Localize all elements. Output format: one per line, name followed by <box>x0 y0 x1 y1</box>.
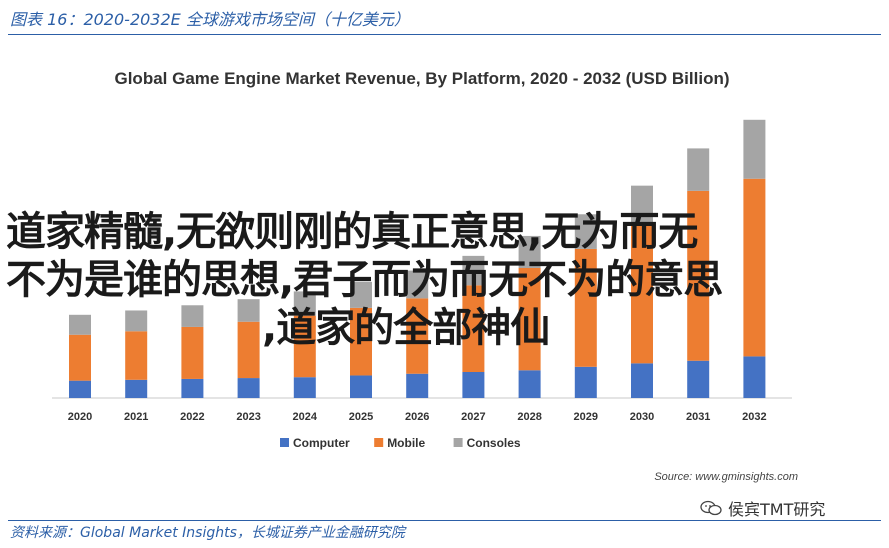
bar-consoles-2025 <box>350 281 372 308</box>
stacked-bar-chart: Global Game Engine Market Revenue, By Pl… <box>52 69 798 483</box>
bar-computer-2027 <box>462 372 485 398</box>
x-tick-label: 2021 <box>124 411 148 423</box>
x-tick-labels: 2020 2021 2022 2023 2024 2025 2026 2027 2028 2029… <box>68 411 767 423</box>
legend-label-consoles: Consoles <box>467 436 521 450</box>
bar-mobile-2025 <box>350 307 372 376</box>
bar-mobile-2028 <box>518 268 541 371</box>
source-caption: 资料来源：Global Market Insights，长城证券产业金融研究院 <box>10 525 405 541</box>
bar-mobile-2026 <box>406 298 429 374</box>
x-tick-label: 2029 <box>574 411 598 423</box>
x-tick-label: 2024 <box>293 411 318 423</box>
overlay-line-2: 不为是谁的思想,君子而为而无不为的意思 <box>6 257 723 303</box>
bar-computer-2032 <box>743 356 766 398</box>
bar-mobile-2020 <box>69 334 91 381</box>
x-tick-label: 2031 <box>686 411 710 423</box>
bar-consoles-2029 <box>574 214 597 249</box>
bar-mobile-2022 <box>181 326 204 379</box>
x-tick-label: 2023 <box>236 411 260 423</box>
bar-computer-2031 <box>687 360 710 398</box>
overlay-headline: 道家精髓,无欲则刚的真正意思,无为而无 不为是谁的思想,君子而为而无不为的意思 … <box>0 208 889 352</box>
bar-computer-2026 <box>406 373 429 398</box>
bottom-divider <box>8 520 881 521</box>
bar-computer-2028 <box>518 370 541 398</box>
x-tick-label: 2030 <box>630 411 654 423</box>
bar-consoles-2022 <box>181 305 204 327</box>
bar-computer-2022 <box>181 378 204 398</box>
bar-mobile-2032 <box>743 178 766 357</box>
bar-computer-2029 <box>574 366 597 398</box>
bar-mobile-2030 <box>631 222 653 364</box>
overlay-line-1: 道家精髓,无欲则刚的真正意思,无为而无 <box>6 209 698 255</box>
bar-mobile-2021 <box>125 331 148 380</box>
bar-computer-2030 <box>631 363 653 398</box>
watermark: 侯宾TMT研究 <box>700 496 825 520</box>
bar-mobile-2023 <box>237 321 260 379</box>
x-tick-label: 2026 <box>405 411 429 423</box>
bar-consoles-2020 <box>69 314 91 335</box>
figure-caption: 图表 16：2020-2032E 全球游戏市场空间（十亿美元） <box>10 10 410 29</box>
chart-source: Source: www.gminsights.com <box>654 471 798 483</box>
bar-consoles-2024 <box>293 291 316 316</box>
wechat-icon <box>700 500 722 516</box>
x-tick-label: 2020 <box>68 411 92 423</box>
legend-swatch-consoles <box>453 438 463 447</box>
chart-title: Global Game Engine Market Revenue, By Pl… <box>114 69 729 88</box>
top-divider <box>8 34 881 35</box>
bar-computer-2020 <box>69 380 91 398</box>
bar-consoles-2030 <box>631 185 653 223</box>
legend-label-computer: Computer <box>293 436 350 450</box>
bar-consoles-2028 <box>518 235 541 268</box>
bar-mobile-2029 <box>574 248 597 367</box>
x-tick-label: 2025 <box>349 411 373 423</box>
bar-consoles-2032 <box>743 119 766 179</box>
bar-consoles-2027 <box>462 255 485 286</box>
x-tick-label: 2027 <box>461 411 485 423</box>
overlay-line-3: ,道家的全部神仙 <box>262 305 550 351</box>
x-tick-label: 2032 <box>742 411 766 423</box>
bar-mobile-2024 <box>293 315 316 378</box>
legend-swatch-mobile <box>374 438 384 447</box>
bar-consoles-2023 <box>237 299 260 322</box>
legend-swatch-computer <box>280 438 289 447</box>
bar-consoles-2031 <box>687 148 710 191</box>
bars-group <box>69 119 766 398</box>
bar-consoles-2021 <box>125 310 148 332</box>
bar-computer-2024 <box>293 377 316 398</box>
bar-computer-2025 <box>350 375 372 398</box>
watermark-text: 侯宾TMT研究 <box>728 500 826 519</box>
x-tick-label: 2028 <box>517 411 541 423</box>
bar-mobile-2031 <box>687 190 710 361</box>
legend: Computer Mobile Consoles <box>280 436 521 450</box>
bar-mobile-2027 <box>462 285 485 372</box>
x-tick-label: 2022 <box>180 411 204 423</box>
bar-computer-2023 <box>237 378 260 398</box>
legend-label-mobile: Mobile <box>387 436 425 450</box>
bar-consoles-2026 <box>406 270 429 299</box>
bar-computer-2021 <box>125 379 148 398</box>
